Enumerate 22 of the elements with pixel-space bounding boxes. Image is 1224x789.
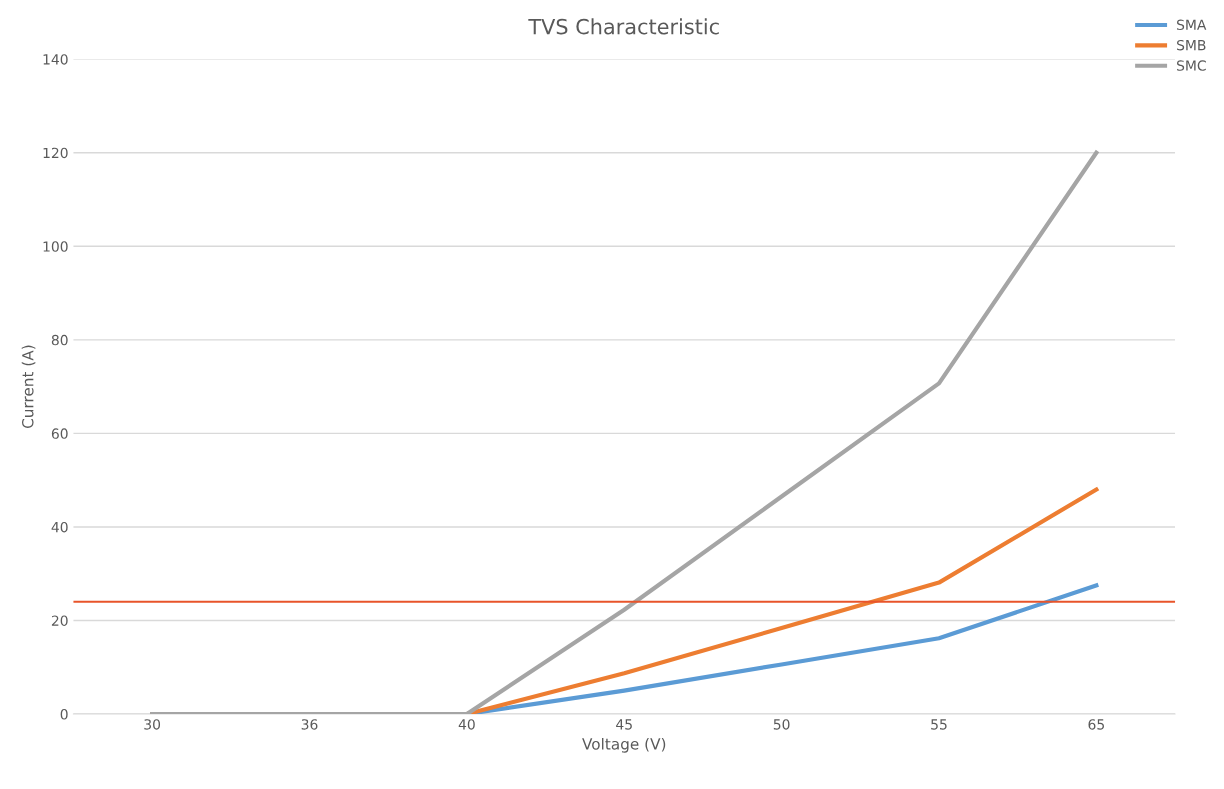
y-tick-label: 0 [60, 709, 68, 720]
x-tick-label: 65 [1088, 719, 1104, 730]
legend-label: SMC [1177, 60, 1206, 71]
x-tick-label: 36 [301, 719, 318, 730]
line-series [150, 150, 1099, 715]
y-tick-label: 100 [43, 241, 68, 252]
y-tick-label: 140 [43, 54, 68, 65]
y-tick-label: 60 [51, 428, 68, 439]
x-tick-label: 50 [773, 719, 790, 730]
y-tick-label: 40 [51, 521, 68, 533]
y-tick-label: 120 [43, 147, 68, 159]
chart-title: TVS Characteristic [528, 18, 719, 35]
legend-label: SMB [1177, 39, 1206, 51]
legend-label: SMA [1177, 19, 1207, 31]
y-tick-label: 80 [51, 334, 68, 346]
x-tick-label: 30 [144, 719, 161, 730]
x-tick-label: 40 [458, 719, 475, 730]
x-tick-label: 55 [931, 719, 947, 730]
y-axis-title: Current (A) [21, 345, 36, 429]
x-tick-label: 45 [616, 719, 632, 730]
x-axis-title: Voltage (V) [582, 737, 666, 753]
y-tick-label: 20 [51, 615, 68, 626]
